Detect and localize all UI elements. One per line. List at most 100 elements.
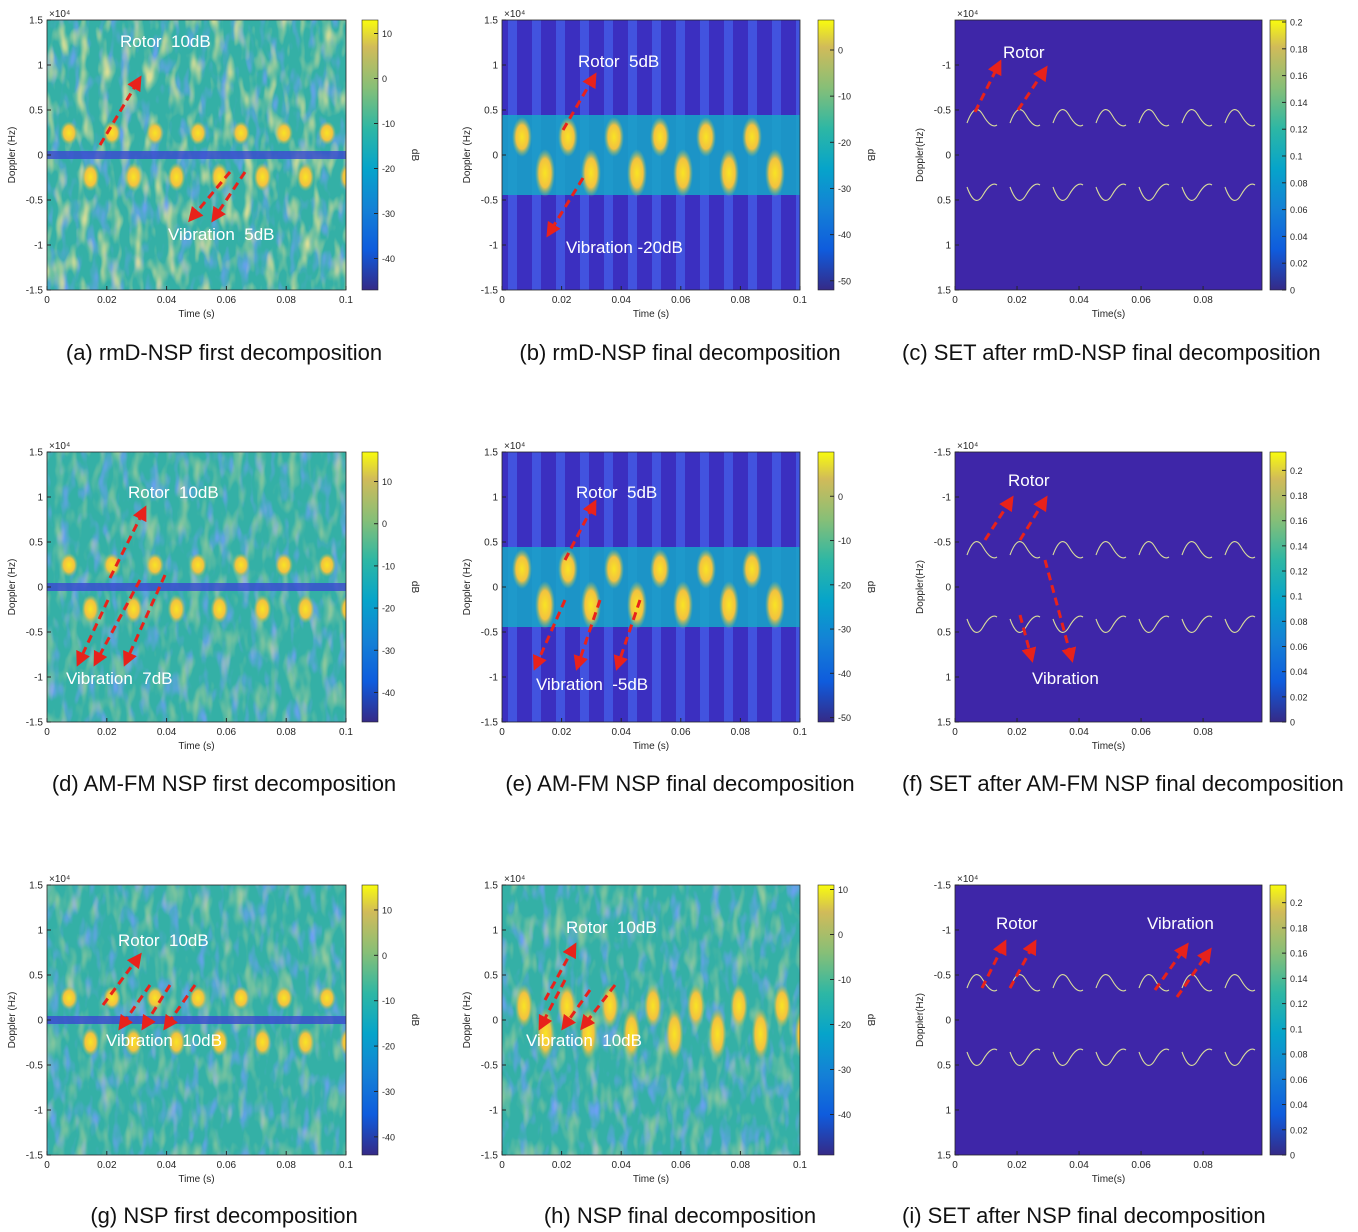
y-axis-label: Doppler (Hz): [462, 992, 473, 1049]
colorbar-tick-label: 0.14: [1290, 98, 1308, 108]
colorbar-tick-label: 0.02: [1290, 1125, 1308, 1135]
annotation-arrow: [101, 952, 142, 1006]
y-tick-label: 1: [492, 493, 498, 504]
x-tick-label: 0.04: [157, 727, 177, 738]
y-tick-label: -0.5: [934, 971, 952, 982]
annotation: Vibration -20dB: [566, 238, 683, 257]
colorbar-tick-label: 0.1: [1290, 152, 1303, 162]
colorbar: [817, 451, 835, 723]
x-axis-label: Time (s): [178, 1174, 214, 1185]
y-tick-label: 1.5: [29, 448, 43, 459]
x-tick-label: 0.04: [611, 295, 631, 306]
x-tick-label: 0.1: [793, 727, 807, 738]
caption: (h) NSP final decomposition: [543, 1203, 817, 1228]
colorbar-label: dB: [409, 1014, 420, 1027]
colorbar-tick-label: 0.2: [1290, 18, 1303, 28]
annotation-arrow: [118, 984, 152, 1031]
annotation-arrow: [983, 495, 1014, 541]
axis-scale-label: ×10⁴: [504, 441, 525, 452]
annotation-arrow: [98, 75, 142, 146]
annotation: Rotor 10dB: [128, 483, 219, 502]
colorbar-tick-label: 0: [382, 519, 387, 529]
spectral-lobe: [558, 984, 576, 1028]
annotation: Vibration 5dB: [168, 225, 274, 244]
spectral-lobe: [103, 986, 121, 1010]
spectral-lobe: [708, 1007, 727, 1061]
colorbar-tick-label: 0.02: [1290, 692, 1308, 702]
spectral-lobe: [318, 553, 336, 577]
y-tick-label: 0.5: [484, 538, 498, 549]
spectral-lobe: [146, 553, 164, 577]
annotation-arrow: [108, 505, 147, 579]
spectral-lobe: [189, 121, 207, 145]
x-tick-label: 0.08: [731, 1160, 751, 1171]
x-tick-label: 0.02: [1007, 727, 1027, 738]
colorbar-tick-label: -40: [382, 254, 395, 264]
y-tick-label: 1.5: [29, 16, 43, 27]
colorbar-label: dB: [865, 581, 876, 594]
spectrogram: [502, 452, 800, 722]
spectral-lobe: [765, 149, 785, 197]
spectral-lobe: [751, 1007, 770, 1061]
annotation: Vibration: [1147, 914, 1214, 933]
y-tick-label: 0: [37, 583, 43, 594]
x-tick-label: 0: [44, 1160, 50, 1171]
colorbar-tick-label: 0.14: [1290, 541, 1308, 551]
spectral-lobe: [253, 594, 272, 624]
y-tick-label: -1: [489, 1106, 498, 1117]
spectral-lobe: [124, 162, 143, 192]
annotation-arrow: [1008, 939, 1037, 989]
x-tick-label: 0.02: [552, 727, 572, 738]
x-tick-label: 0.1: [793, 295, 807, 306]
colorbar-tick-label: -20: [382, 164, 395, 174]
annotation-arrow: [211, 171, 247, 223]
spectral-lobe: [512, 117, 532, 157]
colorbar-tick-label: 0.12: [1290, 999, 1308, 1009]
x-axis-label: Time (s): [178, 309, 214, 320]
colorbar-tick-label: 0.04: [1290, 232, 1308, 242]
y-tick-label: 0.5: [484, 106, 498, 117]
y-tick-label: 1: [945, 1106, 951, 1117]
y-tick-label: 0.5: [937, 628, 951, 639]
x-tick-label: 0.04: [1069, 727, 1089, 738]
colorbar: [817, 884, 835, 1156]
colorbar-tick-label: 0.18: [1290, 923, 1308, 933]
annotation: Rotor 5dB: [576, 483, 657, 502]
y-tick-label: -1: [489, 673, 498, 684]
spectral-lobe: [673, 149, 693, 197]
caption: (d) AM-FM NSP first decomposition: [51, 771, 397, 796]
y-tick-label: 1.5: [29, 881, 43, 892]
spectral-lobe: [581, 149, 601, 197]
colorbar-tick-label: -10: [382, 561, 395, 571]
zero-band: [47, 151, 346, 159]
y-tick-label: -1: [34, 241, 43, 252]
caption: (e) AM-FM NSP final decomposition: [505, 771, 855, 796]
colorbar-tick-label: -40: [838, 230, 851, 240]
annotation: Rotor 10dB: [120, 32, 211, 51]
annotation: Vibration 7dB: [66, 669, 172, 688]
y-tick-label: 0.5: [29, 971, 43, 982]
x-tick-label: 0.04: [1069, 1160, 1089, 1171]
spectral-lobe: [765, 581, 785, 629]
annotation-arrow: [1043, 559, 1077, 663]
y-tick-label: 1: [492, 61, 498, 72]
colorbar-tick-label: 0.12: [1290, 567, 1308, 577]
colorbar: [361, 884, 379, 1156]
spectral-lobe: [189, 553, 207, 577]
spectral-lobe: [146, 986, 164, 1010]
spectral-lobe: [627, 149, 647, 197]
x-tick-label: 0.08: [731, 295, 751, 306]
spectral-lobe: [103, 121, 121, 145]
x-tick-label: 0.06: [217, 727, 237, 738]
y-axis-label: Doppler (Hz): [7, 992, 18, 1049]
x-tick-label: 0.08: [276, 1160, 296, 1171]
colorbar-label: dB: [409, 581, 420, 594]
colorbar-tick-label: 0.16: [1290, 71, 1308, 81]
y-tick-label: 1.5: [484, 16, 498, 27]
spectral-lobe: [719, 149, 739, 197]
annotation-arrow: [613, 599, 642, 671]
axis-scale-label: ×10⁴: [957, 441, 978, 452]
annotation-arrow: [188, 171, 232, 223]
ridge: [966, 183, 1256, 201]
